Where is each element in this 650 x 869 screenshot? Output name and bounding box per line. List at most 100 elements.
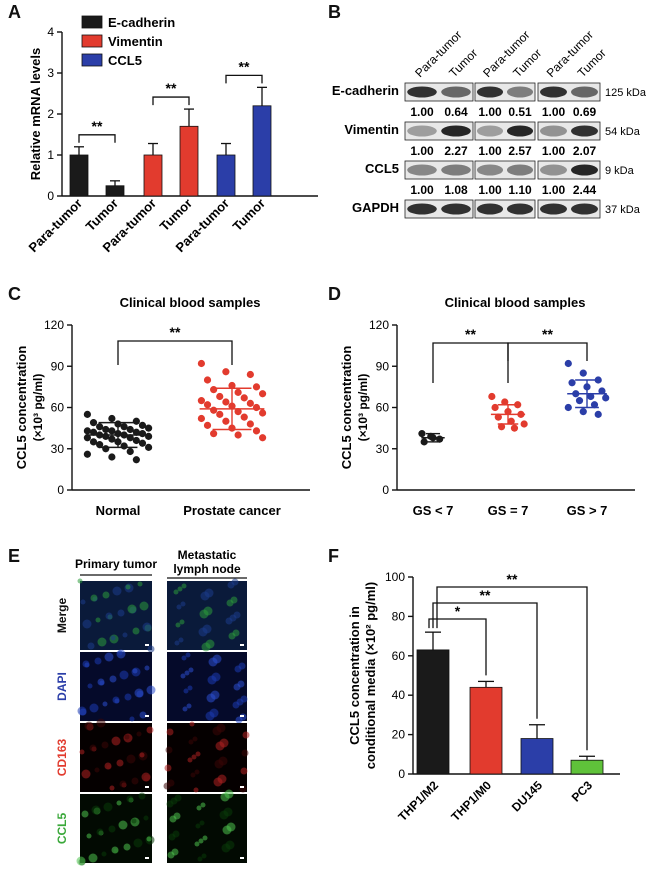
b-band [476,203,504,215]
e-micrograph-signal [196,805,202,811]
e-scale-bar [240,786,244,788]
a-y-axis-title: Relative mRNA levels [28,48,43,180]
e-micrograph-signal [101,851,107,857]
c-y-axis-title: CCL5 concentration [14,346,29,470]
e-micrograph-signal [191,754,197,760]
b-band [571,164,598,176]
c-point [222,417,230,425]
c-point [83,427,91,435]
e-micrograph-tile [167,723,247,792]
e-micrograph-signal [97,637,107,647]
c-point [252,383,261,391]
c-x-tick-label: Prostate cancer [183,503,281,518]
e-micrograph-signal [127,604,137,614]
b-densitometry-value: 2.57 [508,144,532,158]
b-band [506,86,534,98]
f-bar-du145 [520,738,554,775]
e-micrograph-signal [190,772,196,778]
e-micrograph-signal [82,619,92,629]
e-micrograph-signal [82,660,90,668]
panel-label-b: B [328,2,341,22]
e-micrograph-signal [119,670,129,680]
c-point [96,441,104,449]
e-micrograph-signal [108,825,116,833]
b-densitometry-value: 1.00 [542,105,566,119]
e-micrograph-signal [189,721,195,727]
f-x-tick-label: DU145 [509,778,546,815]
e-micrograph-signal [146,685,156,695]
c-point [145,424,153,432]
c-point [126,447,134,456]
e-micrograph-signal [104,652,114,662]
b-densitometry-value: 1.00 [410,144,434,158]
e-micrograph-signal [112,586,122,596]
b-band [476,86,504,98]
c-point [138,421,147,429]
e-row-label-dapi: DAPI [55,672,69,701]
c-point [203,421,212,429]
b-band [506,164,534,176]
d-point [564,359,572,368]
b-densitometry-value: 1.00 [410,105,434,119]
e-micrograph-signal [81,810,89,818]
e-micrograph-signal [87,683,93,689]
e-micrograph-signal [233,683,241,691]
a-legend-swatch-vimentin [81,34,103,48]
b-band [476,125,504,137]
b-densitometry-value: 2.44 [573,183,597,197]
b-band [476,164,504,176]
a-significance-label: ** [92,118,103,134]
d-significance-bracket [507,342,588,361]
e-micrograph-signal [168,833,176,841]
a-y-tick-label: 3 [47,66,54,80]
b-column-label: Tumor [446,46,480,80]
e-micrograph-signal [215,741,225,751]
e-micrograph-signal [131,818,137,824]
c-point [126,425,134,434]
e-micrograph-signal [77,578,83,584]
f-significance-bracket [436,586,588,751]
a-y-tick-label: 0 [47,189,54,203]
e-micrograph-signal [228,632,236,640]
b-kda-label: 37 kDa [605,204,641,216]
c-point [89,438,98,446]
e-micrograph-signal [176,604,182,610]
b-band [441,86,471,98]
a-significance-bracket [225,74,263,84]
e-micrograph-signal [184,670,190,676]
e-micrograph-signal [202,835,208,841]
e-micrograph-signal [97,678,105,686]
c-point [89,428,98,436]
e-micrograph-signal [76,856,86,866]
e-micrograph-signal [111,736,121,746]
e-micrograph-signal [124,693,132,701]
c-significance-label: ** [170,324,181,340]
e-micrograph-signal [193,787,199,793]
d-y-axis-subtitle: (×10³ pg/ml) [356,374,370,442]
e-micrograph-signal [177,586,183,592]
c-point [102,425,110,434]
e-micrograph-signal [200,802,206,808]
d-point [520,420,528,428]
d-y-tick-label: 90 [376,359,390,373]
e-micrograph-signal [192,736,198,742]
c-point [203,376,212,384]
e-row-label-ccl5: CCL5 [55,813,69,845]
a-y-tick-label: 2 [47,107,54,121]
c-point [145,443,153,451]
c-point [259,409,267,417]
b-band [571,125,598,137]
e-col-title-metastatic: lymph node [173,562,241,576]
c-point [246,420,254,428]
e-row-label-merge: Merge [55,598,69,634]
e-micrograph-signal [94,657,102,665]
f-y-tick-label: 20 [392,728,406,742]
e-micrograph-signal [129,716,135,722]
e-scale-bar [145,644,149,646]
f-y-tick-label: 80 [392,609,406,623]
b-densitometry-value: 2.27 [444,144,468,158]
a-bar-e-cadherin-para-tumor [69,154,89,197]
panel-a-bar-chart: 0 1 2 3 4 Relative mRNA levels Para-tumor Tumor… [25,15,318,255]
e-micrograph-signal [227,581,235,589]
c-point [259,434,267,442]
